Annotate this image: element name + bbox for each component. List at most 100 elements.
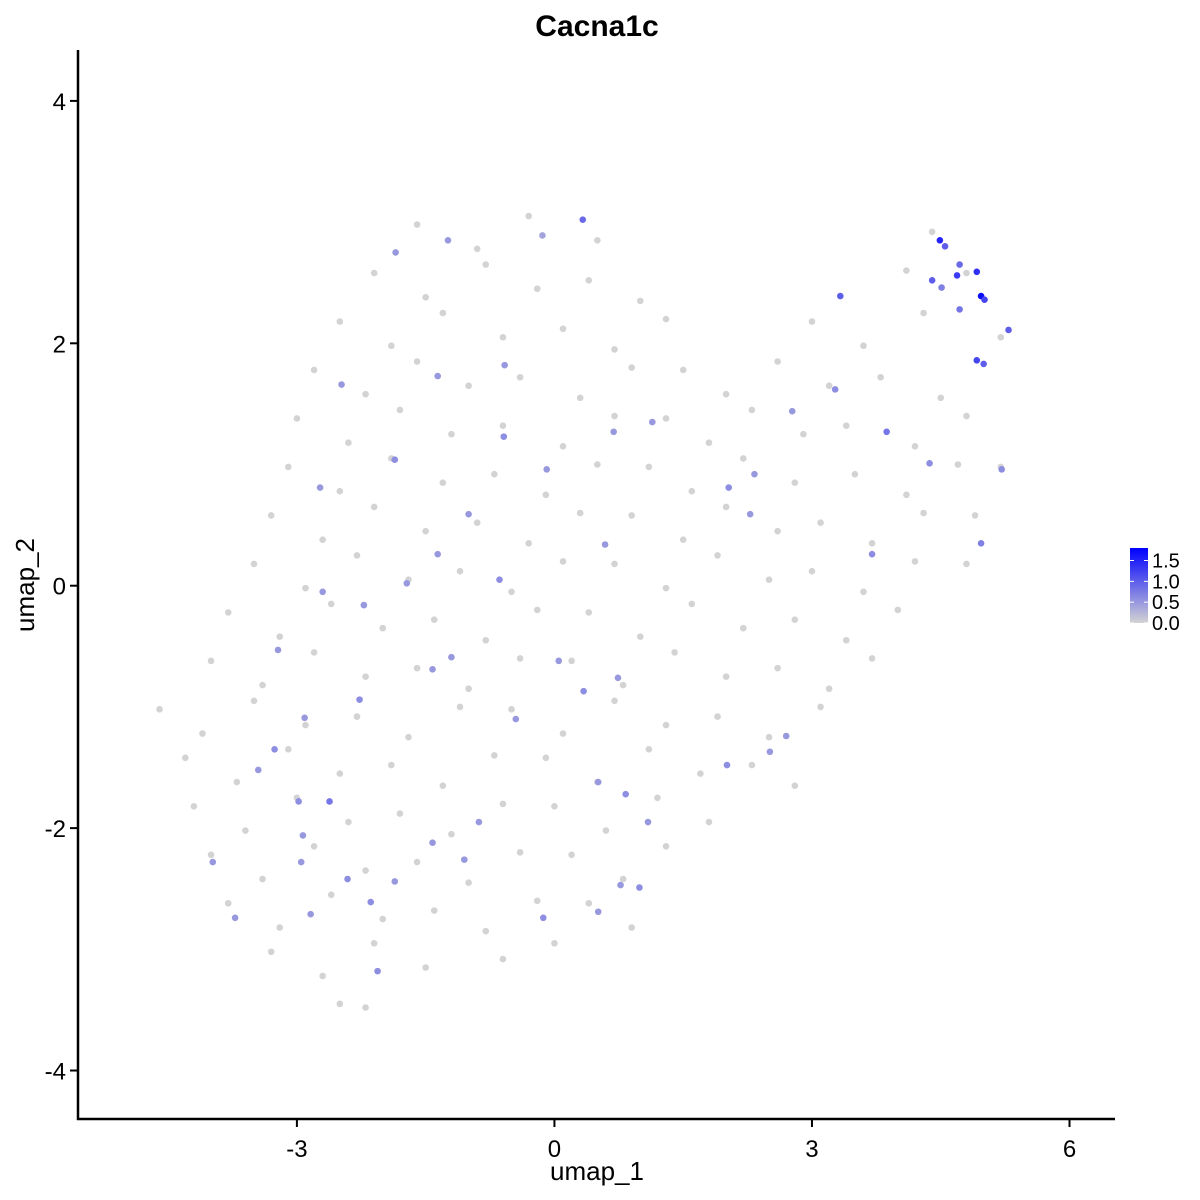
cell-point — [448, 830, 455, 838]
cell-point — [551, 802, 558, 810]
cell-point — [413, 358, 421, 365]
cell-point — [367, 898, 375, 906]
cell-point — [388, 761, 395, 769]
cell-point — [482, 261, 490, 268]
cell-point — [688, 487, 696, 495]
cell-point — [579, 216, 587, 223]
cell-point — [628, 924, 635, 931]
cell-point — [725, 484, 733, 491]
cell-point — [774, 527, 781, 535]
cell-point — [788, 407, 796, 415]
cell-point — [619, 875, 627, 883]
cell-point — [883, 428, 890, 436]
cell-point — [611, 412, 618, 420]
cell-point — [774, 358, 781, 365]
cell-point — [920, 309, 927, 317]
cell-point — [748, 406, 756, 414]
x-tick-label: 6 — [1063, 1136, 1076, 1163]
cell-point — [499, 422, 507, 430]
cell-point — [817, 703, 824, 711]
cell-point — [434, 550, 441, 558]
color-legend: 0.00.51.01.5 — [1130, 548, 1180, 635]
cell-point — [413, 858, 421, 866]
y-tick-label: 0 — [53, 574, 66, 601]
color-tick-label: 0.5 — [1152, 592, 1180, 614]
cell-point — [285, 746, 292, 753]
cell-point — [576, 394, 584, 402]
cell-point — [662, 415, 670, 422]
cell-point — [396, 406, 404, 414]
cell-point — [679, 366, 687, 374]
cell-point — [242, 827, 249, 834]
cell-point — [293, 415, 301, 422]
cell-point — [345, 818, 352, 826]
cell-point — [766, 748, 774, 756]
cell-point — [302, 584, 309, 592]
cell-point — [353, 713, 361, 720]
cell-point — [648, 418, 656, 426]
cell-point — [316, 484, 324, 491]
cell-point — [714, 713, 721, 720]
cell-point — [791, 782, 799, 789]
cell-point — [190, 802, 198, 810]
cell-point — [224, 899, 232, 907]
cell-point — [499, 955, 507, 963]
cell-point — [911, 443, 919, 450]
cell-point — [327, 891, 335, 899]
cell-point — [559, 730, 567, 737]
cell-point — [533, 285, 541, 293]
cell-point — [973, 356, 981, 364]
cell-point — [356, 696, 363, 703]
cell-point — [751, 470, 758, 478]
cell-point — [362, 390, 369, 398]
cell-point — [391, 456, 399, 463]
cell-point — [460, 856, 468, 863]
cell-point — [997, 333, 1005, 341]
cell-point — [508, 588, 515, 596]
cell-point — [903, 267, 910, 274]
cell-point — [739, 455, 747, 462]
cell-point — [920, 509, 927, 517]
cell-point — [430, 616, 438, 623]
cell-point — [360, 601, 368, 609]
cell-point — [362, 1004, 369, 1011]
cell-point — [199, 730, 206, 737]
cell-point — [301, 714, 308, 722]
cell-point — [307, 910, 314, 918]
cell-point — [224, 609, 232, 616]
cell-point — [585, 899, 593, 907]
cell-point — [276, 633, 284, 640]
cell-point — [336, 770, 344, 777]
cell-point — [271, 746, 278, 753]
cell-point — [843, 422, 850, 430]
cell-point — [310, 649, 318, 656]
cell-point — [465, 879, 472, 886]
cell-point — [926, 459, 933, 467]
cell-point — [963, 560, 970, 568]
cell-point — [636, 633, 644, 640]
cell-point — [601, 541, 609, 548]
cell-point — [456, 703, 464, 711]
cell-point — [937, 394, 945, 402]
cell-point — [465, 510, 472, 518]
cell-point — [602, 827, 610, 834]
cell-point — [619, 681, 627, 689]
cell-point — [456, 567, 464, 575]
cell-point — [808, 567, 816, 575]
cell-point — [379, 915, 387, 923]
cell-point — [512, 715, 520, 723]
cell-point — [465, 685, 472, 693]
cell-point — [622, 790, 629, 798]
cell-point — [671, 649, 678, 656]
cell-point — [525, 539, 532, 547]
cell-point — [250, 697, 258, 705]
y-tick-label: 4 — [53, 89, 66, 116]
cell-point — [491, 470, 498, 478]
cell-point — [610, 428, 617, 436]
cell-point — [611, 346, 618, 353]
cell-point — [444, 236, 452, 244]
cell-point — [568, 851, 575, 859]
cell-point — [327, 600, 335, 608]
cell-point — [953, 272, 961, 279]
cell-point — [555, 657, 563, 665]
